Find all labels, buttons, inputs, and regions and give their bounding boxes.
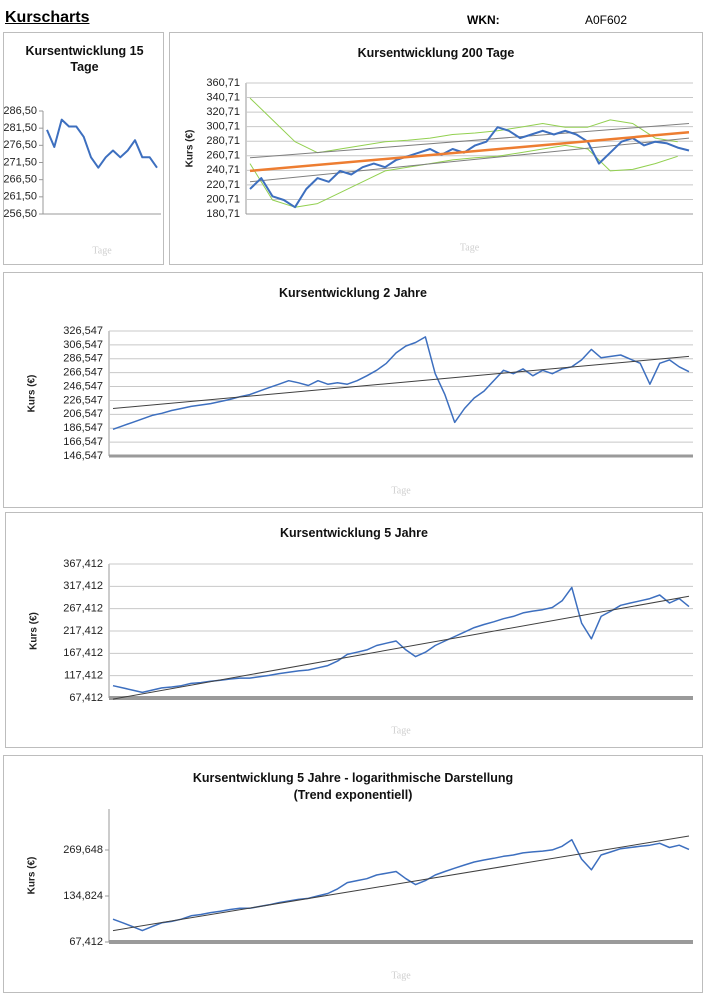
chart-subtitle: (Trend exponentiell) [293, 788, 413, 802]
series-line [249, 123, 690, 159]
series-line [112, 336, 690, 431]
y-tick-label: 146,547 [63, 450, 103, 462]
y-tick-label: 317,412 [63, 580, 103, 592]
y-tick-label: 276,50 [4, 139, 37, 151]
series-line [112, 595, 690, 700]
y-tick-label: 266,547 [63, 367, 103, 379]
y-tick-label: 167,412 [63, 647, 103, 659]
x-axis-label: Tage [460, 242, 480, 253]
series-line [249, 131, 690, 173]
y-tick-label: 300,71 [206, 121, 240, 133]
chart-panel: 67,412 134,824 269,648 Tage Kurs (€) Kursentw… [3, 755, 703, 993]
series-line [112, 835, 690, 932]
y-tick-label: 367,412 [63, 558, 103, 570]
y-tick-label: 340,71 [206, 91, 240, 103]
wkn-label: WKN: [467, 13, 500, 27]
y-axis-label: Kurs (€) [27, 375, 38, 413]
y-tick-label: 134,824 [63, 890, 103, 902]
series-line [249, 137, 690, 183]
y-tick-label: 256,50 [4, 208, 37, 220]
y-tick-label: 360,71 [206, 77, 240, 89]
x-axis-label: Tage [391, 485, 411, 496]
y-tick-label: 306,547 [63, 339, 103, 351]
chart: 180,71 200,71 220,71 240,71 260,71 280,71 300,… [185, 77, 693, 253]
y-tick-label: 186,547 [63, 422, 103, 434]
y-tick-label: 206,547 [63, 408, 103, 420]
wkn-value: A0F602 [585, 13, 628, 27]
chart-panel: 146,547 166,547 186,547 206,547 226,547 246,5… [3, 272, 703, 508]
x-axis-label: Tage [391, 970, 411, 981]
y-tick-label: 267,412 [63, 603, 103, 615]
chart: 67,412 117,412 167,412 217,412 267,412 317,41… [29, 558, 693, 736]
y-axis-label: Kurs (€) [29, 612, 40, 650]
chart-title: Kursentwicklung 5 Jahre - logarithmische… [192, 771, 514, 785]
y-tick-label: 271,50 [4, 156, 37, 168]
y-tick-label: 266,50 [4, 174, 37, 186]
y-tick-label: 286,50 [4, 105, 37, 117]
chart-title: Kursentwicklung 5 Jahre [280, 526, 428, 540]
chart-title: Kursentwicklung 2 Jahre [279, 286, 427, 300]
y-tick-label: 220,71 [206, 179, 240, 191]
y-tick-label: 240,71 [206, 164, 240, 176]
y-tick-label: 166,547 [63, 436, 103, 448]
y-axis-label: Kurs (€) [185, 130, 196, 168]
series-line [46, 118, 158, 169]
x-axis-label: Tage [391, 725, 411, 736]
y-tick-label: 260,71 [206, 150, 240, 162]
y-tick-label: 320,71 [206, 106, 240, 118]
y-tick-label: 281,50 [4, 122, 37, 134]
chart: 67,412 134,824 269,648 Tage Kurs (€) [27, 809, 693, 981]
chart: 146,547 166,547 186,547 206,547 226,547 246,5… [27, 325, 693, 496]
chart-panel: 180,71 200,71 220,71 240,71 260,71 280,71 300,… [169, 32, 703, 265]
y-tick-label: 286,547 [63, 353, 103, 365]
y-tick-label: 67,412 [69, 692, 103, 704]
series-line [249, 126, 690, 209]
series-line [249, 144, 678, 208]
y-tick-label: 246,547 [63, 380, 103, 392]
y-tick-label: 261,50 [4, 191, 37, 203]
chart: 256,50 261,50 266,50 271,50 276,50 281,50 286,… [4, 105, 161, 256]
series-line [249, 97, 678, 154]
series-line [112, 586, 690, 694]
chart-panel: 256,50 261,50 266,50 271,50 276,50 281,50 286,… [3, 32, 164, 265]
y-tick-label: 226,547 [63, 394, 103, 406]
chart-panel: 67,412 117,412 167,412 217,412 267,412 317,41… [5, 512, 703, 748]
y-tick-label: 280,71 [206, 135, 240, 147]
y-tick-label: 67,412 [69, 936, 103, 948]
series-line [112, 838, 690, 932]
y-tick-label: 117,412 [64, 670, 103, 682]
y-tick-label: 217,412 [63, 625, 103, 637]
y-tick-label: 269,648 [63, 844, 103, 856]
y-axis-label: Kurs (€) [27, 857, 38, 895]
chart-title: Kursentwicklung 15 Tage [25, 44, 144, 74]
y-tick-label: 180,71 [206, 208, 240, 220]
series-line [112, 355, 690, 409]
x-axis-label: Tage [92, 245, 112, 256]
y-tick-label: 200,71 [206, 193, 240, 205]
chart-title: Kursentwicklung 200 Tage [357, 46, 515, 60]
page-title: Kurscharts [5, 9, 90, 26]
y-tick-label: 326,547 [63, 325, 103, 337]
